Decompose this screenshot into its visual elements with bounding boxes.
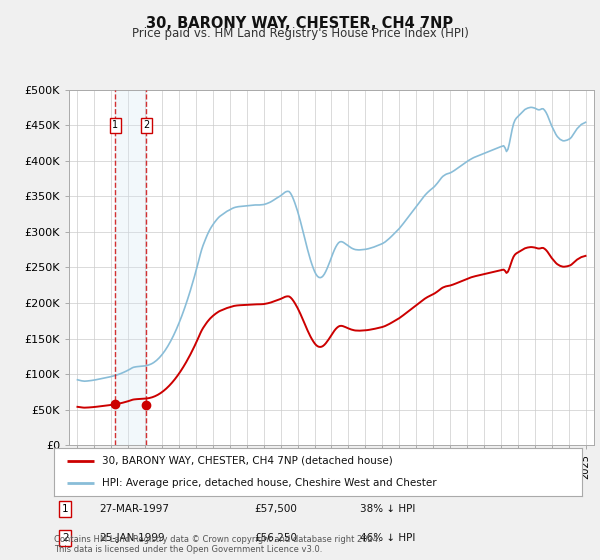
Text: 1: 1 xyxy=(62,505,68,515)
Text: 25-JAN-1999: 25-JAN-1999 xyxy=(99,533,164,543)
Bar xyxy=(115,90,146,445)
Text: 30, BARONY WAY, CHESTER, CH4 7NP (detached house): 30, BARONY WAY, CHESTER, CH4 7NP (detach… xyxy=(101,456,392,466)
Text: 2: 2 xyxy=(143,120,149,130)
Text: Contains HM Land Registry data © Crown copyright and database right 2024.
This d: Contains HM Land Registry data © Crown c… xyxy=(54,535,380,554)
Text: Price paid vs. HM Land Registry's House Price Index (HPI): Price paid vs. HM Land Registry's House … xyxy=(131,27,469,40)
Text: HPI: Average price, detached house, Cheshire West and Chester: HPI: Average price, detached house, Ches… xyxy=(101,478,436,488)
Text: 27-MAR-1997: 27-MAR-1997 xyxy=(99,505,169,515)
Text: 1: 1 xyxy=(112,120,118,130)
Text: 2: 2 xyxy=(62,533,68,543)
Text: £57,500: £57,500 xyxy=(254,505,298,515)
Text: £56,250: £56,250 xyxy=(254,533,298,543)
Text: 38% ↓ HPI: 38% ↓ HPI xyxy=(360,505,416,515)
Text: 30, BARONY WAY, CHESTER, CH4 7NP: 30, BARONY WAY, CHESTER, CH4 7NP xyxy=(146,16,454,31)
Text: 46% ↓ HPI: 46% ↓ HPI xyxy=(360,533,416,543)
